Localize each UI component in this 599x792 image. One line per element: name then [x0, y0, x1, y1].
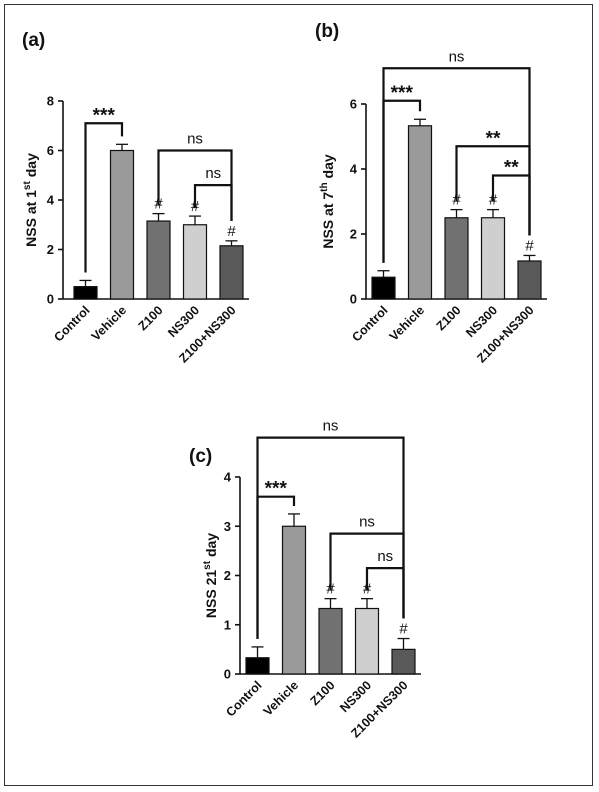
panel-label-a: (a) [22, 30, 45, 51]
y-tick-label-a: 8 [47, 94, 54, 109]
category-label-b-vehicle: Vehicle [387, 303, 427, 343]
y-tick-label-c: 3 [224, 519, 231, 534]
comparison-label-a-0: *** [93, 105, 116, 126]
category-label-a-control: Control [51, 303, 92, 344]
y-tick-label-b: 6 [350, 97, 357, 112]
bar-c-ns300 [356, 608, 379, 674]
y-tick-label-a: 4 [47, 193, 55, 208]
comparison-label-a-1: ns [187, 131, 203, 148]
bar-b-z100-ns300 [518, 261, 541, 299]
y-tick-label-c: 4 [224, 470, 232, 485]
comparison-label-c-2: ns [359, 514, 375, 531]
y-tick-label-a: 0 [47, 292, 54, 307]
panel-a: (a) 0 2 4 6 8 NSS at 1st day ControlVehicle # Z10… [22, 30, 249, 365]
bar-a-z100 [147, 221, 170, 299]
category-label-c-z100: Z100 [308, 678, 338, 708]
bar-a-z100-ns300 [220, 246, 243, 299]
bar-a-ns300 [184, 225, 207, 299]
panel-label-c: (c) [189, 446, 212, 467]
y-tick-label-c: 1 [224, 617, 231, 632]
y-axis-label-b: NSS at 7th day [319, 154, 336, 248]
comparison-label-b-2: ** [486, 128, 501, 149]
bar-b-vehicle [409, 126, 432, 299]
y-tick-label-b: 2 [350, 227, 357, 242]
category-label-c-control: Control [223, 678, 264, 719]
bar-a-vehicle [111, 151, 134, 300]
comparison-label-c-3: ns [377, 548, 393, 565]
bar-c-control [246, 658, 269, 674]
significance-marker-c-z100-ns300: # [399, 621, 408, 638]
y-tick-label-a: 6 [47, 143, 54, 158]
bar-c-vehicle [283, 526, 306, 674]
y-tick-label-b: 0 [350, 292, 357, 307]
bar-c-z100 [319, 608, 342, 674]
comparison-label-b-3: ** [504, 158, 519, 179]
bar-a-control [74, 287, 97, 299]
comparison-label-c-0: ns [323, 418, 339, 435]
category-label-b-control: Control [349, 303, 390, 344]
y-axis-label-a: NSS at 1st day [22, 153, 39, 247]
comparison-label-b-1: *** [391, 83, 414, 104]
y-tick-label-a: 2 [47, 242, 54, 257]
bar-b-ns300 [482, 218, 505, 299]
bar-c-z100-ns300 [392, 649, 415, 674]
comparison-label-b-0: ns [449, 48, 465, 65]
y-tick-label-c: 0 [224, 667, 231, 682]
comparison-label-a-2: ns [205, 165, 221, 182]
comparison-label-c-1: *** [265, 479, 288, 500]
category-label-c-vehicle: Vehicle [261, 678, 301, 718]
category-label-a-z100: Z100 [136, 303, 166, 333]
y-axis-label-c: NSS 21st day [202, 533, 219, 618]
significance-marker-b-z100-ns300: # [525, 237, 534, 254]
y-tick-label-b: 4 [350, 162, 358, 177]
significance-marker-a-z100-ns300: # [227, 223, 236, 240]
panel-c: (c)01234NSS 21st dayControlVehicle#Z100#… [189, 418, 421, 741]
category-label-b-z100: Z100 [434, 303, 464, 333]
y-tick-label-c: 2 [224, 568, 231, 583]
category-label-a-vehicle: Vehicle [89, 303, 129, 343]
bar-b-z100 [445, 218, 468, 299]
bar-b-control [372, 277, 395, 299]
panel-b: (b) 0 2 4 6 NSS at 7th day ControlVehicle # Z100… [315, 21, 547, 365]
panel-label-b: (b) [315, 21, 339, 42]
